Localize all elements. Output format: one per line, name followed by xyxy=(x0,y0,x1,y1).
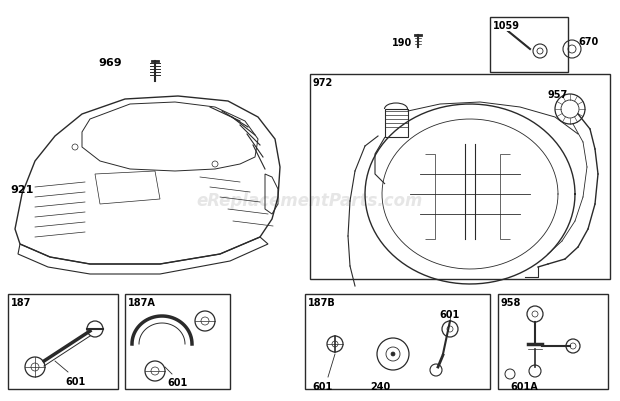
Bar xyxy=(490,18,568,73)
Bar xyxy=(498,294,608,389)
Text: eReplacementParts.com: eReplacementParts.com xyxy=(197,192,423,209)
Text: 601: 601 xyxy=(65,376,85,386)
Text: 972: 972 xyxy=(313,78,333,88)
Bar xyxy=(125,294,230,389)
Bar xyxy=(310,75,610,279)
Text: 670: 670 xyxy=(578,37,598,47)
Text: 601: 601 xyxy=(440,309,460,319)
Text: 601: 601 xyxy=(168,377,188,387)
Bar xyxy=(305,294,490,389)
Text: 187: 187 xyxy=(11,297,32,307)
Text: 921: 921 xyxy=(10,184,33,194)
Text: 969: 969 xyxy=(99,58,122,68)
Text: 187B: 187B xyxy=(308,297,336,307)
Text: 187A: 187A xyxy=(128,297,156,307)
Text: 957: 957 xyxy=(548,90,569,100)
Bar xyxy=(8,294,118,389)
Text: 1059: 1059 xyxy=(493,21,520,31)
Text: 601: 601 xyxy=(313,381,333,391)
Text: 240: 240 xyxy=(370,381,390,391)
Text: 958: 958 xyxy=(501,297,521,307)
Text: 601A: 601A xyxy=(510,381,538,391)
Text: 190: 190 xyxy=(392,38,412,48)
Circle shape xyxy=(391,352,395,356)
